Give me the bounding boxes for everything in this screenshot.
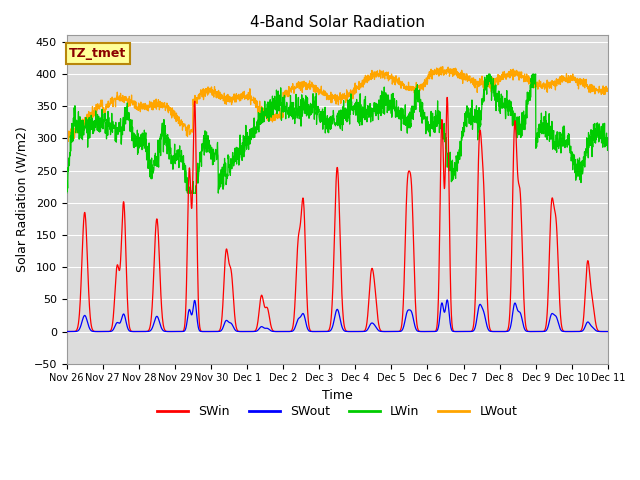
Text: TZ_tmet: TZ_tmet <box>69 47 127 60</box>
Y-axis label: Solar Radiation (W/m2): Solar Radiation (W/m2) <box>15 127 28 273</box>
Title: 4-Band Solar Radiation: 4-Band Solar Radiation <box>250 15 425 30</box>
X-axis label: Time: Time <box>322 389 353 402</box>
Legend: SWin, SWout, LWin, LWout: SWin, SWout, LWin, LWout <box>152 400 522 423</box>
